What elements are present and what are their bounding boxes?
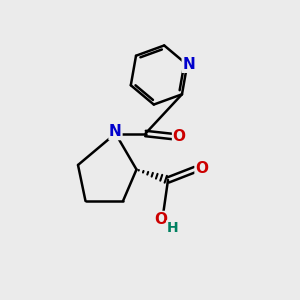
- Text: N: N: [109, 124, 122, 140]
- Text: N: N: [182, 57, 195, 72]
- Text: O: O: [172, 129, 186, 144]
- Text: H: H: [167, 221, 178, 235]
- Text: O: O: [154, 212, 167, 226]
- Text: O: O: [195, 160, 208, 175]
